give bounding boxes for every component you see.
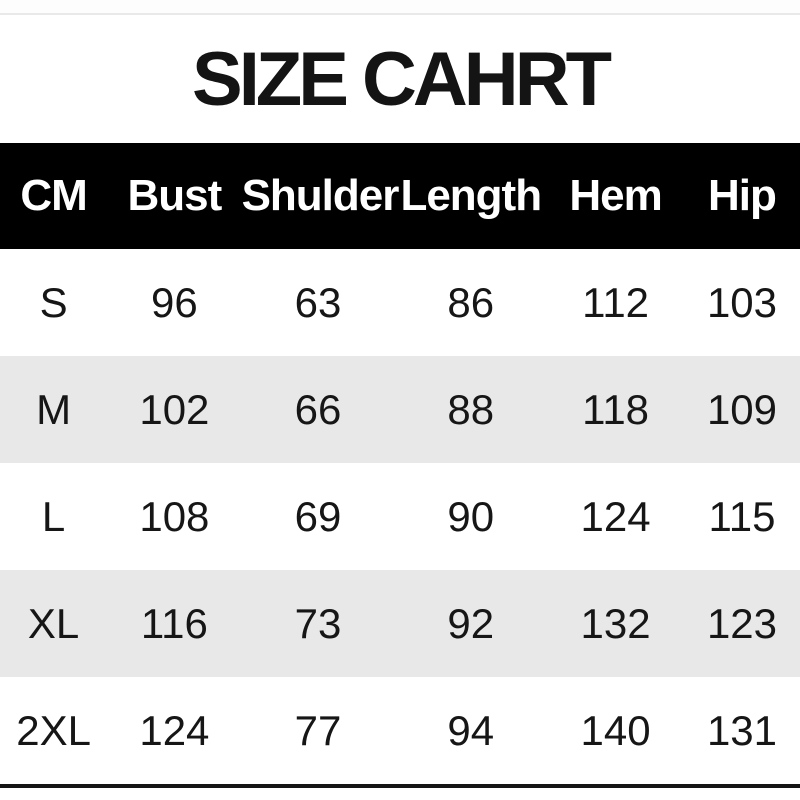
header-row: CM Bust Shulder Length Hem Hip — [0, 143, 800, 249]
measurement-value: 88 — [447, 385, 495, 433]
measurement-value: 123 — [706, 599, 778, 647]
measurement-value: 140 — [580, 706, 651, 754]
measurement-value: 94 — [447, 706, 495, 754]
title-area: SIZE CAHRT — [0, 15, 800, 143]
size-label: 2XL — [16, 706, 91, 754]
table-row-xl: XL 116 73 92 132 123 — [0, 570, 800, 677]
table-row-m: M 102 66 88 118 109 — [0, 356, 800, 463]
column-header-length: Length — [400, 171, 542, 220]
measurement-value: 96 — [151, 278, 198, 326]
measurement-value: 92 — [447, 599, 495, 647]
size-chart-table: CM Bust Shulder Length Hem Hip S 96 63 86 112 103 M… — [0, 143, 800, 784]
bottom-divider-rule — [0, 784, 800, 788]
measurement-value: 132 — [580, 599, 651, 647]
measurement-value: 131 — [706, 706, 778, 754]
size-label: L — [41, 492, 66, 540]
size-label: XL — [27, 599, 80, 647]
size-label: M — [36, 385, 72, 433]
table-row-l: L 108 69 90 124 115 — [0, 463, 800, 570]
measurement-value: 69 — [294, 492, 342, 540]
measurement-value: 103 — [706, 278, 778, 326]
top-divider-rule — [0, 0, 800, 15]
size-label: S — [39, 278, 68, 326]
column-header-hip: Hip — [708, 171, 777, 220]
measurement-value: 66 — [294, 385, 342, 433]
page-title: SIZE CAHRT — [192, 36, 612, 122]
table-row-s: S 96 63 86 112 103 — [0, 249, 800, 356]
measurement-value: 90 — [447, 492, 495, 540]
measurement-value: 124 — [580, 492, 651, 540]
column-header-shulder: Shulder — [241, 171, 400, 220]
measurement-value: 118 — [582, 385, 650, 433]
measurement-value: 108 — [139, 492, 210, 540]
measurement-value: 116 — [140, 599, 208, 647]
table-body: S 96 63 86 112 103 M 102 66 88 118 109 L 108 69 90 124 11… — [0, 249, 800, 784]
column-header-bust: Bust — [127, 171, 222, 220]
measurement-value: 109 — [706, 385, 778, 433]
measurement-value: 112 — [582, 278, 650, 326]
measurement-value: 86 — [447, 278, 495, 326]
measurement-value: 124 — [139, 706, 210, 754]
column-header-hem: Hem — [569, 171, 662, 220]
measurement-value: 115 — [708, 492, 776, 540]
measurement-value: 63 — [294, 278, 342, 326]
column-header-cm: CM — [20, 171, 87, 220]
measurement-value: 102 — [139, 385, 210, 433]
measurement-value: 73 — [294, 599, 342, 647]
measurement-value: 77 — [294, 706, 342, 754]
table-row-2xl: 2XL 124 77 94 140 131 — [0, 677, 800, 784]
